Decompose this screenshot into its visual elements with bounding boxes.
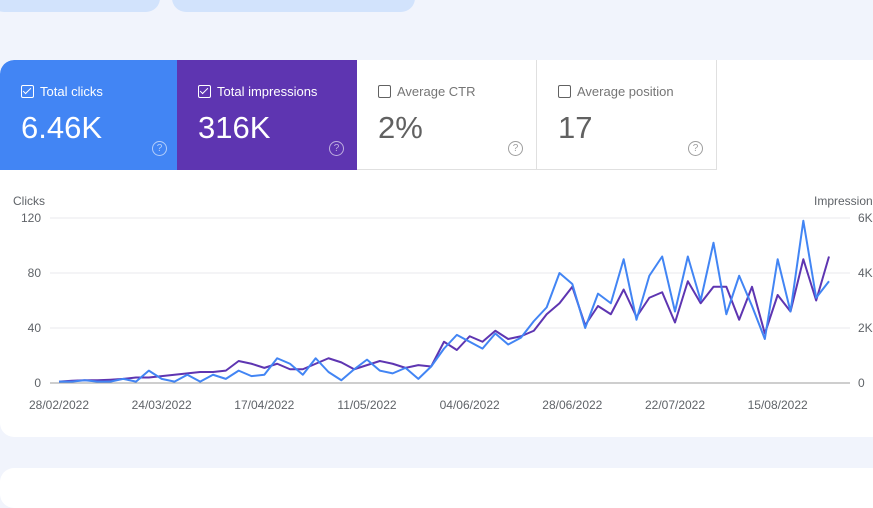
y-left-tick-label: 80 bbox=[28, 266, 42, 280]
data-point-impressions bbox=[648, 297, 650, 299]
metric-average-position[interactable]: Average position 17 ? bbox=[537, 60, 717, 170]
data-point-impressions bbox=[379, 360, 381, 362]
help-icon[interactable]: ? bbox=[152, 141, 167, 156]
x-tick-label: 28/02/2022 bbox=[29, 398, 89, 412]
metric-label: Average CTR bbox=[397, 84, 476, 99]
x-tick-label: 24/03/2022 bbox=[132, 398, 192, 412]
metric-label: Total clicks bbox=[40, 84, 103, 99]
x-tick-label: 17/04/2022 bbox=[234, 398, 294, 412]
metric-value: 17 bbox=[558, 110, 593, 145]
y-axis-right-label: Impressions bbox=[814, 194, 873, 208]
help-icon[interactable]: ? bbox=[329, 141, 344, 156]
performance-chart: Clicks Impressions 0 0 40 2K 80 4K 120 6K 28/02/… bbox=[13, 194, 873, 412]
data-point-impressions bbox=[777, 294, 779, 296]
data-point-impressions bbox=[289, 368, 291, 370]
metric-label: Total impressions bbox=[217, 84, 318, 99]
x-tick-label: 11/05/2022 bbox=[337, 398, 396, 412]
y-right-tick-label: 0 bbox=[858, 376, 865, 390]
metric-value: 316K bbox=[198, 110, 271, 145]
data-point-impressions bbox=[610, 313, 612, 315]
data-point-impressions bbox=[815, 300, 817, 302]
metric-total-clicks[interactable]: Total clicks 6.46K ? bbox=[0, 60, 180, 170]
data-point-impressions bbox=[533, 330, 535, 332]
series-line-clicks bbox=[59, 219, 830, 383]
x-tick-label: 22/07/2022 bbox=[645, 398, 705, 412]
y-left-tick-label: 120 bbox=[21, 211, 41, 225]
y-right-tick-label: 6K bbox=[858, 211, 873, 225]
data-point-impressions bbox=[263, 367, 265, 369]
data-point-impressions bbox=[725, 286, 727, 288]
data-point-impressions bbox=[751, 286, 753, 288]
data-point-impressions bbox=[802, 258, 804, 260]
metric-average-ctr[interactable]: Average CTR 2% ? bbox=[357, 60, 537, 170]
series-line-impressions bbox=[58, 256, 830, 383]
help-icon[interactable]: ? bbox=[688, 141, 703, 156]
x-tick-label: 04/06/2022 bbox=[440, 398, 500, 412]
data-point-impressions bbox=[328, 357, 330, 359]
x-tick-label: 28/06/2022 bbox=[542, 398, 602, 412]
data-point-impressions bbox=[494, 330, 496, 332]
data-point-impressions bbox=[738, 319, 740, 321]
data-point-impressions bbox=[456, 349, 458, 351]
filter-chip-date-range[interactable] bbox=[172, 0, 415, 12]
data-point-impressions bbox=[174, 374, 176, 376]
y-right-tick-label: 4K bbox=[858, 266, 873, 280]
data-point-impressions bbox=[161, 375, 163, 377]
data-point-impressions bbox=[392, 363, 394, 365]
data-point-impressions bbox=[366, 364, 368, 366]
data-point-impressions bbox=[212, 371, 214, 373]
checkbox-unchecked-icon[interactable] bbox=[378, 85, 391, 98]
y-axis-left-label: Clicks bbox=[13, 194, 45, 208]
queries-card bbox=[0, 468, 873, 508]
data-point-impressions bbox=[109, 379, 111, 381]
data-point-impressions bbox=[700, 302, 702, 304]
data-point-impressions bbox=[417, 364, 419, 366]
data-point-impressions bbox=[559, 302, 561, 304]
y-left-tick-label: 40 bbox=[28, 321, 42, 335]
data-point-impressions bbox=[828, 256, 830, 258]
data-point-impressions bbox=[687, 280, 689, 282]
data-point-impressions bbox=[315, 363, 317, 365]
y-left-tick-label: 0 bbox=[34, 376, 41, 390]
data-point-impressions bbox=[482, 341, 484, 343]
data-point-impressions bbox=[546, 313, 548, 315]
checkbox-checked-icon[interactable] bbox=[198, 85, 211, 98]
y-right-tick-label: 2K bbox=[858, 321, 873, 335]
data-point-impressions bbox=[340, 361, 342, 363]
data-point-impressions bbox=[507, 338, 509, 340]
data-point-impressions bbox=[302, 368, 304, 370]
metric-value: 6.46K bbox=[21, 110, 103, 145]
data-point-impressions bbox=[238, 360, 240, 362]
checkbox-checked-icon[interactable] bbox=[21, 85, 34, 98]
data-point-impressions bbox=[135, 377, 137, 379]
filter-chip-search-type[interactable] bbox=[0, 0, 160, 12]
checkbox-unchecked-icon[interactable] bbox=[558, 85, 571, 98]
data-point-impressions bbox=[199, 371, 201, 373]
data-point-impressions bbox=[443, 341, 445, 343]
data-point-impressions bbox=[225, 370, 227, 372]
metric-label: Average position bbox=[577, 84, 674, 99]
data-point-impressions bbox=[661, 291, 663, 293]
data-point-impressions bbox=[276, 363, 278, 365]
data-point-impressions bbox=[674, 322, 676, 324]
data-point-impressions bbox=[469, 335, 471, 337]
x-tick-label: 15/08/2022 bbox=[748, 398, 808, 412]
data-point-impressions bbox=[597, 305, 599, 307]
data-point-impressions bbox=[623, 289, 625, 291]
help-icon[interactable]: ? bbox=[508, 141, 523, 156]
metric-total-impressions[interactable]: Total impressions 316K ? bbox=[177, 60, 357, 170]
data-point-impressions bbox=[713, 286, 715, 288]
metric-value: 2% bbox=[378, 110, 423, 145]
data-point-impressions bbox=[148, 377, 150, 379]
data-point-impressions bbox=[251, 363, 253, 365]
